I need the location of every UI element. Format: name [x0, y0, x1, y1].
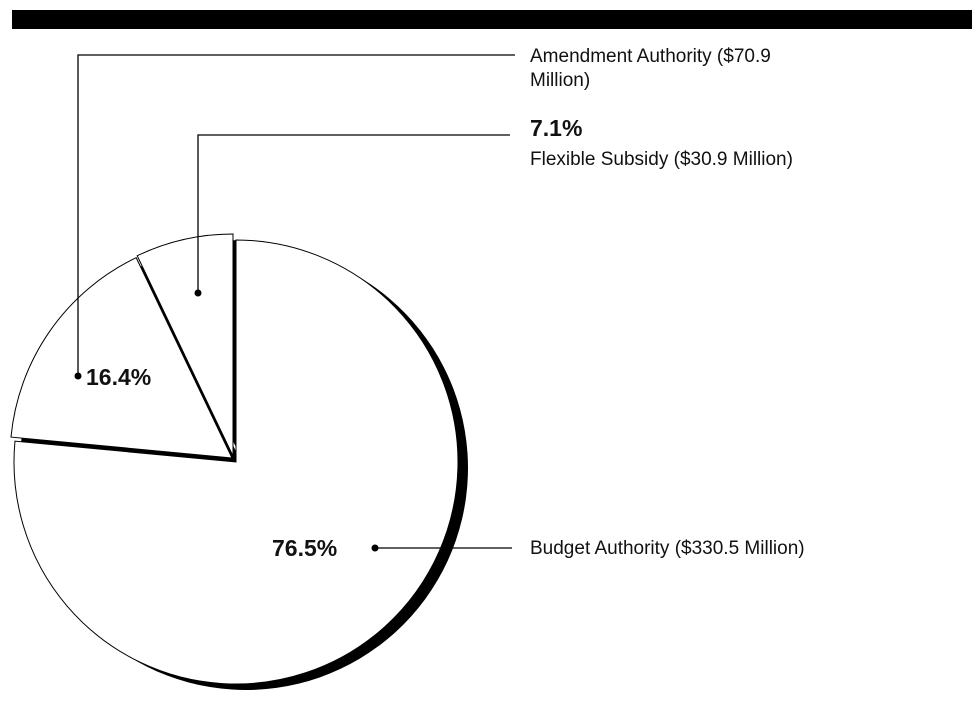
pie-slice [13, 239, 459, 685]
leader-dot [194, 289, 202, 297]
pie-slice [10, 257, 233, 459]
leader-dot [371, 544, 379, 552]
percent-label: 7.1% [530, 115, 583, 141]
slice-label: Amendment Authority ($70.9 Million) [530, 46, 771, 91]
percent-label: 16.4% [86, 364, 152, 390]
slice-label: Budget Authority ($330.5 Million) [530, 538, 805, 559]
top-bar [12, 10, 972, 29]
leader-line [197, 134, 510, 293]
leader-dot [74, 372, 82, 380]
percent-label: 76.5% [272, 535, 338, 561]
leader-line [77, 54, 515, 376]
slice-label: Flexible Subsidy ($30.9 Million) [530, 149, 793, 170]
pie-slice [136, 233, 234, 457]
